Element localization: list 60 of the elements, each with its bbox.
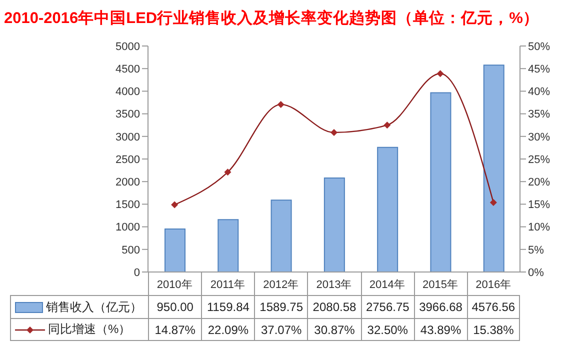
- y-tick-label: 2000: [116, 176, 140, 189]
- data-label: 37.07%: [254, 318, 308, 341]
- x-tick-label: 2011年: [210, 278, 246, 291]
- bar: [270, 200, 292, 272]
- y-tick-label: 3500: [116, 108, 140, 121]
- point: [171, 201, 178, 208]
- point: [490, 198, 497, 206]
- y-tick-label: 3000: [116, 131, 140, 144]
- point: [384, 122, 391, 129]
- data-label: 3966.68: [414, 295, 467, 318]
- bar: [164, 228, 186, 272]
- y2-tick-label: 45%: [528, 64, 550, 76]
- y2-tick-label: 35%: [528, 108, 550, 121]
- y-tick-label: 1500: [116, 199, 140, 212]
- data-label: 1159.84: [201, 295, 254, 318]
- x-tick-label: 2015年: [422, 278, 458, 291]
- y-tick-label: 4500: [116, 64, 140, 76]
- y-tick-label: 500: [122, 244, 140, 256]
- y2-tick-label: 20%: [528, 176, 550, 189]
- chart-title: 2010-2016年中国LED行业销售收入及增长率变化趋势图（单位：亿元，%）: [4, 8, 539, 29]
- y-tick-label: 2500: [116, 154, 140, 166]
- legend-label: 同比增速（%）: [48, 321, 131, 338]
- data-label: 1589.75: [254, 295, 308, 318]
- y2-tick-label: 15%: [528, 199, 550, 212]
- bar: [377, 146, 398, 272]
- x-tick-label: 2014年: [369, 278, 405, 291]
- y2-tick-label: 50%: [528, 40, 550, 53]
- y2-tick-label: 40%: [528, 86, 550, 98]
- data-label: 43.89%: [414, 318, 467, 341]
- data-label: 30.87%: [307, 318, 361, 341]
- x-tick-label: 2013年: [316, 278, 352, 291]
- y2-tick-label: 25%: [528, 154, 550, 166]
- y2-tick-label: 5%: [528, 244, 544, 256]
- x-tick-label: 2016年: [476, 278, 512, 291]
- y-tick-label: 0: [134, 266, 140, 279]
- data-label: 950.00: [148, 295, 202, 318]
- data-label: 32.50%: [360, 318, 414, 341]
- y2-tick-label: 0%: [528, 266, 544, 279]
- bar: [483, 64, 504, 272]
- bar: [430, 92, 452, 272]
- x-tick-label: 2010年: [156, 278, 192, 291]
- data-label: 15.38%: [466, 318, 520, 341]
- legend-label: 销售收入（亿元）: [46, 298, 142, 316]
- point: [436, 70, 444, 78]
- x-tick-label: 2012年: [263, 278, 299, 291]
- data-label: 14.87%: [148, 318, 202, 341]
- point: [277, 100, 284, 108]
- bar: [324, 177, 345, 272]
- data-label: 2756.75: [360, 295, 414, 318]
- data-label: 22.09%: [201, 318, 254, 341]
- y-tick-label: 1000: [116, 222, 140, 234]
- y-tick-label: 4000: [116, 86, 140, 98]
- y2-tick-label: 30%: [528, 131, 550, 144]
- point: [330, 128, 338, 136]
- point: [224, 168, 232, 176]
- y-tick-label: 5000: [116, 40, 140, 53]
- data-label: 4576.56: [466, 295, 520, 318]
- data-label: 2080.58: [307, 295, 361, 318]
- y2-tick-label: 10%: [528, 222, 550, 234]
- bar: [218, 219, 239, 272]
